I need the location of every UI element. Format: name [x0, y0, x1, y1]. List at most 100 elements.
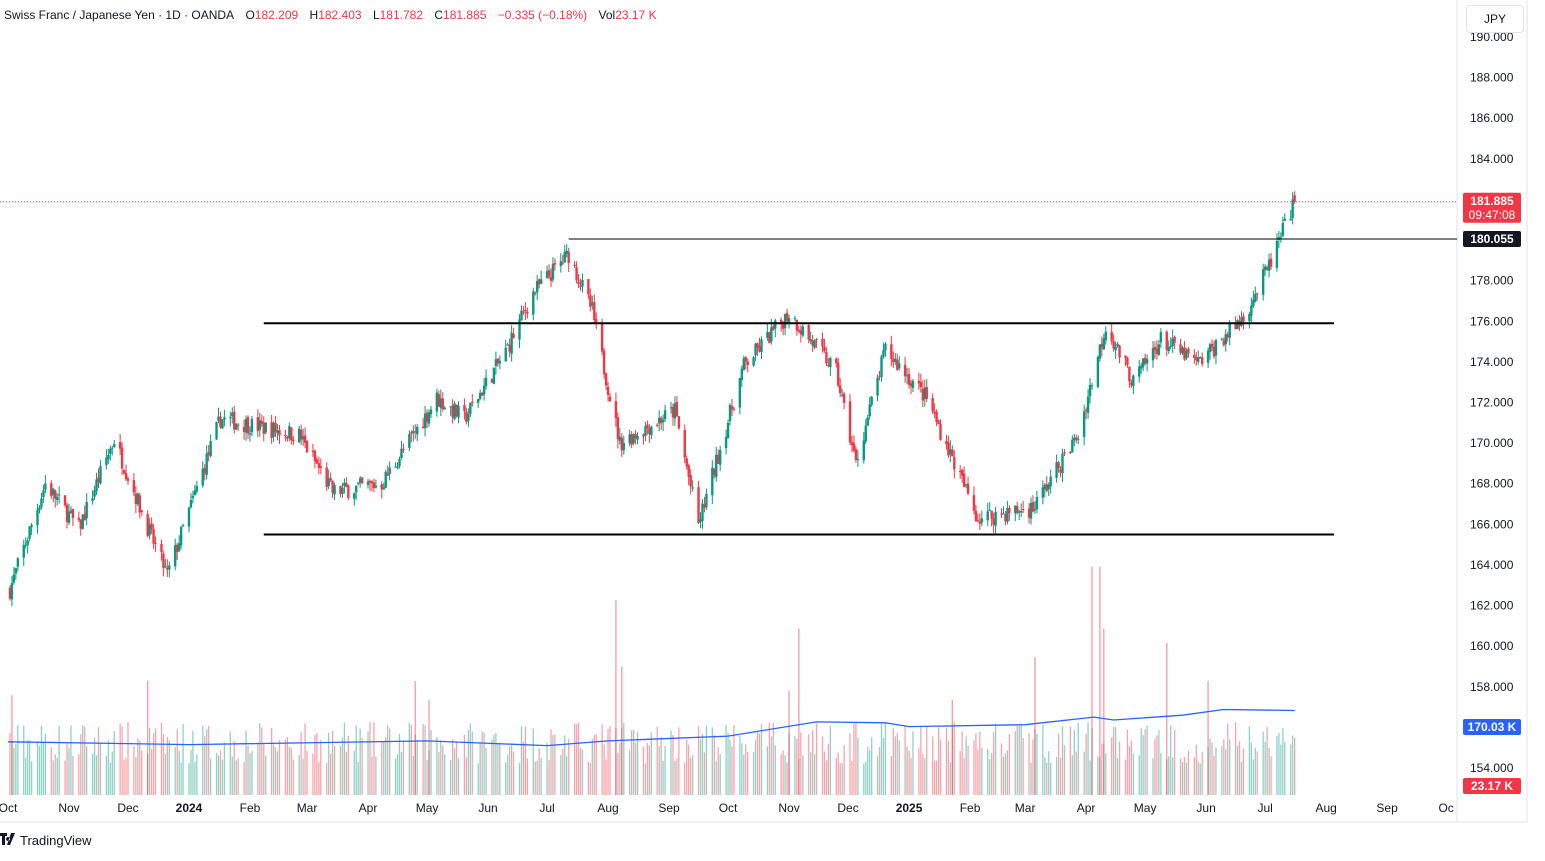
candle — [1041, 480, 1045, 505]
candle-body — [52, 488, 55, 495]
candle-body — [945, 440, 948, 445]
candle — [1206, 347, 1210, 368]
candle-body — [1254, 293, 1257, 302]
tradingview-logo[interactable]: TradingView — [0, 832, 92, 848]
candle-body — [233, 411, 236, 430]
candle-body — [697, 487, 700, 524]
time-axis[interactable]: Oct Nov Dec 2024 Feb Mar Apr May Jun Jul Aug Sep Oct… — [0, 801, 1454, 815]
candle — [675, 395, 679, 417]
candle-body — [1006, 508, 1009, 522]
candle-body — [162, 553, 165, 569]
candle — [453, 401, 456, 421]
candle — [1256, 292, 1259, 301]
candle — [1291, 192, 1294, 225]
candle — [248, 426, 252, 442]
candle-body — [1210, 343, 1214, 348]
candle — [958, 465, 962, 480]
candle-body — [1043, 484, 1046, 490]
candle-body — [701, 503, 704, 521]
candle-body — [785, 312, 789, 322]
currency-button[interactable]: JPY — [1466, 5, 1524, 33]
candle-body — [636, 435, 639, 440]
candle-body — [937, 420, 940, 425]
volume-tag-bg — [1463, 778, 1521, 794]
candle-body — [898, 363, 901, 369]
candle-body — [758, 346, 761, 352]
candle — [931, 393, 934, 415]
candle — [85, 493, 88, 526]
candle — [1061, 448, 1064, 482]
candle-body — [579, 286, 582, 288]
candle — [65, 502, 69, 529]
candle-body — [829, 358, 832, 368]
time-tick-label: May — [416, 801, 439, 815]
candle-body — [1004, 514, 1007, 522]
candle-body — [699, 519, 702, 522]
candle-body — [1098, 344, 1102, 359]
candle-body — [317, 463, 321, 469]
candle-body — [38, 507, 41, 511]
price-tick-label: 164.000 — [1470, 558, 1514, 572]
candle-body — [480, 392, 484, 396]
candle — [656, 422, 659, 428]
price-axis[interactable]: 154.000156.000158.000160.000162.000164.0… — [1470, 30, 1514, 775]
candle-body — [827, 364, 830, 367]
candle — [835, 357, 838, 368]
drawn-lines[interactable] — [0, 201, 1457, 536]
candle — [201, 461, 204, 488]
candle — [331, 480, 334, 499]
candle — [1226, 331, 1229, 342]
candle-body — [443, 407, 446, 410]
candle — [93, 485, 96, 500]
candles[interactable] — [8, 191, 1296, 607]
candle-body — [246, 417, 250, 434]
candle-body — [97, 477, 100, 483]
candle — [1199, 356, 1202, 359]
candle — [162, 550, 165, 577]
candle — [274, 416, 277, 437]
candle-body — [870, 396, 873, 405]
time-tick-label: 2025 — [896, 801, 923, 815]
candle — [876, 374, 879, 402]
candle-body — [894, 358, 897, 362]
candle — [67, 503, 71, 525]
candle — [951, 445, 954, 457]
candle-body — [386, 473, 389, 476]
candle-body — [1165, 331, 1168, 350]
candle-body — [191, 495, 195, 499]
candle — [1240, 311, 1243, 328]
candle — [606, 381, 610, 402]
candle-body — [498, 360, 502, 364]
candle — [301, 428, 305, 446]
candle-body — [1153, 346, 1157, 351]
candle — [1169, 337, 1172, 350]
candle — [455, 404, 458, 418]
candle-body — [1082, 411, 1086, 437]
candle — [1110, 323, 1113, 345]
candle — [484, 369, 488, 390]
candle-body — [1289, 218, 1292, 221]
time-tick-label: Feb — [240, 801, 261, 815]
candle-body — [209, 441, 212, 457]
candle — [286, 435, 289, 442]
candle-body — [595, 319, 598, 322]
candle-body — [217, 416, 220, 421]
candle-body — [91, 498, 94, 502]
candle-body — [71, 508, 75, 519]
candle — [966, 476, 970, 496]
candle — [203, 464, 206, 481]
candle-body — [986, 511, 989, 521]
candle — [471, 394, 474, 407]
candle-body — [728, 405, 732, 421]
candle — [1090, 382, 1094, 390]
candle-body — [947, 442, 950, 456]
candle — [648, 424, 651, 443]
candle-body — [1075, 437, 1078, 441]
candle — [1029, 497, 1033, 525]
candle-body — [28, 526, 31, 539]
candle — [854, 446, 858, 463]
legend-high-label: H — [309, 8, 319, 22]
candle-body — [256, 417, 260, 431]
candle-body — [1100, 343, 1104, 348]
